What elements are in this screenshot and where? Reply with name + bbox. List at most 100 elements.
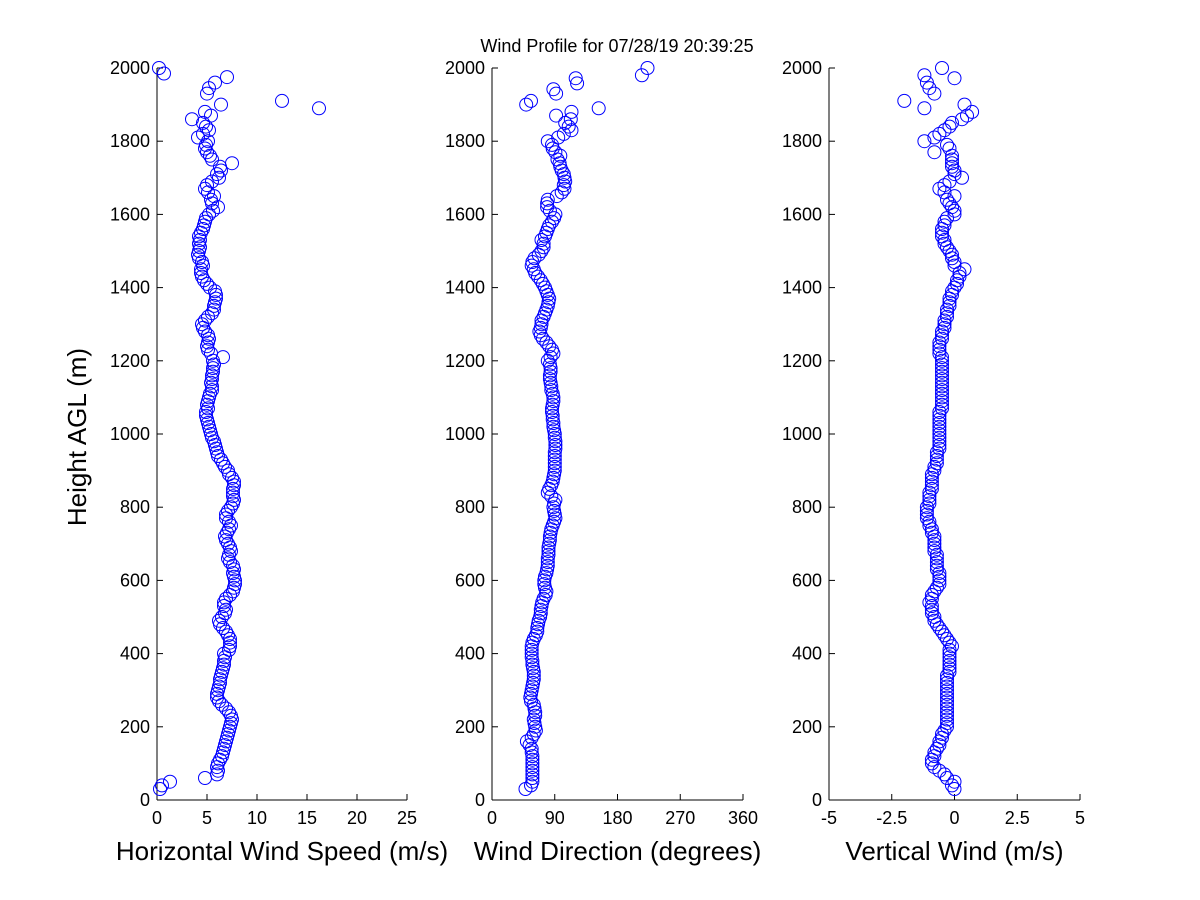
data-point bbox=[540, 192, 555, 207]
y-tick-label: 1000 bbox=[445, 424, 485, 444]
data-point bbox=[955, 112, 969, 127]
data-point bbox=[525, 657, 540, 672]
data-point bbox=[947, 774, 962, 789]
data-point bbox=[525, 760, 540, 775]
data-point bbox=[935, 368, 949, 383]
data-point bbox=[530, 624, 545, 639]
data-point bbox=[540, 134, 555, 149]
data-point bbox=[226, 485, 240, 500]
y-tick-label: 1200 bbox=[782, 351, 822, 371]
data-point bbox=[942, 642, 957, 657]
data-point bbox=[924, 756, 939, 771]
data-point bbox=[191, 130, 205, 145]
data-point bbox=[929, 551, 944, 566]
data-point bbox=[937, 218, 952, 233]
data-point bbox=[937, 236, 952, 251]
data-point bbox=[932, 566, 947, 581]
data-point bbox=[935, 350, 949, 365]
data-point bbox=[526, 262, 541, 277]
data-point bbox=[957, 262, 972, 277]
data-point bbox=[942, 650, 957, 665]
data-point bbox=[957, 97, 972, 112]
data-point bbox=[935, 379, 949, 394]
data-point bbox=[929, 555, 944, 570]
data-point bbox=[525, 767, 540, 782]
data-point bbox=[525, 771, 540, 785]
data-point bbox=[216, 456, 230, 471]
data-point bbox=[935, 324, 949, 339]
data-point bbox=[526, 668, 541, 683]
data-point bbox=[155, 778, 169, 793]
data-point bbox=[546, 394, 561, 409]
data-point bbox=[204, 346, 218, 361]
data-point bbox=[223, 639, 237, 654]
data-point bbox=[205, 152, 219, 167]
data-point bbox=[922, 496, 937, 511]
data-point bbox=[932, 346, 947, 361]
data-point bbox=[940, 708, 954, 723]
data-point bbox=[524, 93, 538, 108]
data-point bbox=[932, 412, 947, 427]
data-point bbox=[940, 192, 954, 207]
y-tick-label: 1400 bbox=[110, 278, 150, 298]
data-point bbox=[536, 240, 551, 255]
data-point bbox=[212, 694, 226, 709]
data-point bbox=[932, 405, 947, 419]
data-point bbox=[945, 247, 959, 262]
data-point bbox=[929, 449, 944, 463]
data-point bbox=[227, 474, 241, 489]
data-point bbox=[548, 438, 563, 452]
data-point bbox=[924, 525, 939, 540]
data-point bbox=[545, 214, 559, 229]
data-point bbox=[223, 632, 237, 646]
x-tick-label: 5 bbox=[1075, 808, 1085, 828]
data-point bbox=[519, 97, 534, 112]
data-point bbox=[937, 214, 952, 229]
data-point bbox=[218, 459, 232, 474]
data-point bbox=[940, 675, 954, 690]
data-point bbox=[194, 266, 208, 280]
data-point bbox=[935, 364, 949, 379]
data-point bbox=[927, 86, 942, 101]
data-point bbox=[536, 591, 551, 606]
data-point bbox=[219, 701, 233, 716]
data-point bbox=[207, 302, 221, 317]
data-point bbox=[208, 284, 222, 299]
data-point bbox=[940, 137, 954, 152]
data-point bbox=[200, 145, 214, 160]
data-point bbox=[199, 408, 213, 423]
data-point bbox=[942, 141, 957, 156]
data-point bbox=[924, 602, 939, 617]
data-point bbox=[937, 723, 952, 738]
data-point bbox=[935, 328, 949, 343]
data-point bbox=[222, 522, 236, 537]
data-point bbox=[935, 331, 949, 346]
y-tick-label: 800 bbox=[792, 497, 822, 517]
y-tick-label: 1000 bbox=[110, 424, 150, 444]
data-point bbox=[526, 672, 541, 687]
data-point bbox=[937, 317, 952, 332]
data-point bbox=[542, 533, 557, 548]
data-point bbox=[935, 61, 949, 75]
data-point bbox=[196, 115, 210, 130]
data-point bbox=[950, 273, 964, 288]
data-point bbox=[528, 708, 543, 723]
data-point bbox=[525, 752, 540, 767]
data-point bbox=[927, 540, 942, 555]
y-tick-label: 0 bbox=[140, 790, 150, 810]
data-point bbox=[533, 273, 548, 288]
x-axis-title: Horizontal Wind Speed (m/s) bbox=[116, 836, 448, 866]
data-point bbox=[564, 104, 579, 119]
y-tick-label: 800 bbox=[455, 497, 485, 517]
data-point bbox=[935, 225, 949, 240]
data-point bbox=[947, 163, 962, 178]
y-tick-label: 2000 bbox=[445, 58, 485, 78]
data-point bbox=[932, 416, 947, 430]
data-point bbox=[524, 646, 539, 661]
data-point bbox=[947, 258, 962, 273]
data-point bbox=[535, 276, 550, 291]
data-point bbox=[222, 705, 236, 720]
data-point bbox=[547, 449, 562, 463]
data-point bbox=[932, 434, 947, 449]
data-point bbox=[927, 459, 942, 474]
